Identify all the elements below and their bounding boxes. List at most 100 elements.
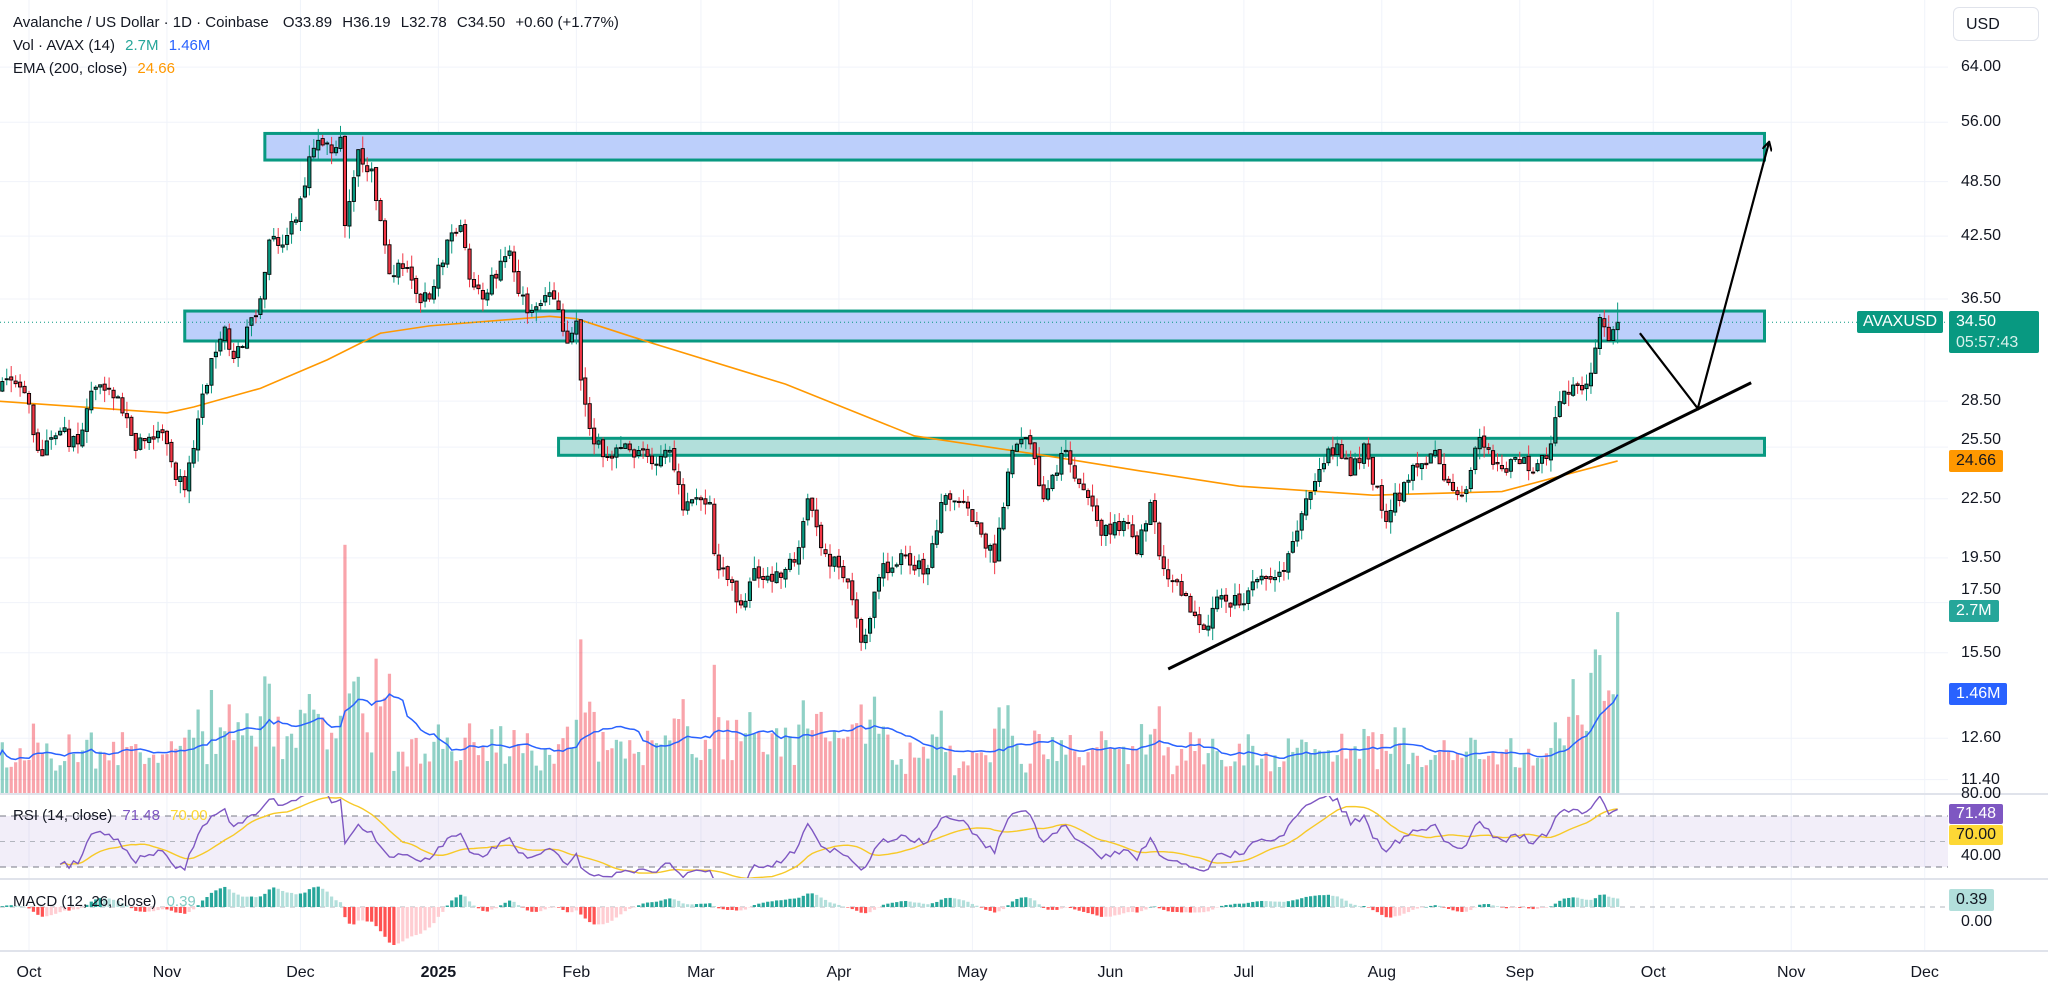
drawings-layer[interactable] <box>1167 143 1769 671</box>
volume-bar <box>1549 747 1553 793</box>
volume-bar <box>303 713 307 793</box>
volume-bar <box>383 697 387 793</box>
volume-bar <box>739 741 743 793</box>
volume-bar <box>1264 752 1268 793</box>
macd-label[interactable]: MACD (12, 26, close) <box>13 893 157 910</box>
macd-histogram-bar <box>289 892 294 907</box>
macd-histogram-bar <box>1277 901 1282 907</box>
volume-bar <box>1202 764 1206 793</box>
volume-bar <box>294 747 298 793</box>
volume-bar <box>766 754 770 793</box>
rsi-label[interactable]: RSI (14, close) <box>13 807 113 824</box>
macd-histogram-bar <box>98 898 102 907</box>
macd-histogram-bar <box>36 907 40 915</box>
macd-histogram-bar <box>1068 907 1072 909</box>
volume-bar <box>14 762 18 793</box>
volume-bar <box>904 773 908 793</box>
macd-histogram-bar <box>1535 907 1540 909</box>
volume-bar <box>605 750 610 793</box>
macd-histogram-bar <box>525 907 529 911</box>
macd-histogram-bar <box>539 907 543 912</box>
candle-body <box>289 221 294 235</box>
currency-button[interactable]: USD <box>1953 7 2039 41</box>
candle-body <box>1379 485 1384 511</box>
candle-body <box>770 573 775 582</box>
volume-bar <box>1482 759 1486 793</box>
time-axis-label: Dec <box>1910 964 1939 981</box>
macd-histogram-bar <box>441 907 445 912</box>
macd-histogram-bar <box>472 905 476 907</box>
macd-histogram-bar <box>681 903 685 907</box>
candle-body <box>1490 450 1496 465</box>
candle-body <box>267 239 272 275</box>
candle-body <box>436 264 441 289</box>
pane-separators[interactable] <box>0 793 2048 952</box>
candle-body <box>316 139 321 151</box>
zones-layer[interactable] <box>183 131 1767 457</box>
candle-body <box>725 566 730 581</box>
candle-body <box>827 553 833 567</box>
candle-body <box>1175 579 1180 583</box>
macd-histogram-bar <box>548 907 552 908</box>
macd-histogram-bar <box>1482 904 1486 907</box>
volume-ma-line <box>0 693 1619 761</box>
time-axis-label: Dec <box>286 964 315 981</box>
candle-body <box>1010 449 1015 475</box>
macd-histogram-bar <box>1317 895 1322 907</box>
volume-bar <box>752 734 756 793</box>
macd-histogram-bar <box>1433 905 1437 907</box>
volume-bar <box>134 744 138 793</box>
symbol-title[interactable]: Avalanche / US Dollar · 1D · Coinbase <box>13 14 269 31</box>
rsi-ma-badge: 70.00 <box>1949 825 2004 845</box>
volume-bar <box>1215 751 1219 793</box>
macd-histogram-bar <box>312 887 316 907</box>
candle-body <box>471 279 477 288</box>
ema-label[interactable]: EMA (200, close) <box>13 60 128 77</box>
volume-bar <box>241 735 245 793</box>
macd-histogram-bar <box>1344 900 1348 907</box>
volume-bar <box>387 673 392 793</box>
macd-histogram-bar <box>223 886 227 907</box>
volume-bar <box>601 731 605 793</box>
macd-histogram-bar <box>641 903 645 907</box>
volume-bar <box>58 765 62 793</box>
macd-histogram-bar <box>1495 906 1500 907</box>
volume-bar <box>734 719 739 793</box>
macd-histogram-bar <box>267 889 271 907</box>
volume-bar <box>592 711 596 793</box>
candle-body <box>543 295 548 303</box>
macd-histogram-bar <box>877 907 881 908</box>
macd-histogram-bar <box>192 907 196 910</box>
candle-body <box>1437 449 1442 465</box>
volume-label[interactable]: Vol · AVAX (14) <box>13 37 115 54</box>
macd-histogram-bar <box>597 907 601 925</box>
volume-bar <box>1567 716 1571 793</box>
volume-bar <box>120 732 125 793</box>
volume-bar <box>930 734 934 793</box>
macd-histogram-bar <box>1349 903 1353 907</box>
volume-bar <box>116 765 120 793</box>
volume-bar <box>864 743 868 793</box>
volume-bar <box>423 753 427 793</box>
macd-histogram-bar <box>659 900 663 907</box>
volume-bar <box>574 719 578 793</box>
macd-histogram-bar <box>779 900 783 907</box>
volume-bar <box>1366 736 1371 793</box>
candle-body <box>592 427 597 445</box>
macd-histogram-bar <box>245 896 249 907</box>
volume-bar <box>218 727 222 793</box>
candle-body <box>40 449 45 457</box>
macd-histogram-bar <box>361 907 365 921</box>
candle-body <box>1428 453 1433 464</box>
candle-body <box>783 568 788 580</box>
volume-bar <box>975 753 979 793</box>
volume-bar <box>490 729 494 793</box>
candle-body <box>569 332 574 343</box>
macd-histogram-bar <box>160 907 165 910</box>
volume-bar <box>441 748 445 793</box>
macd-histogram-bar <box>1402 907 1406 914</box>
volume-bar <box>588 701 592 793</box>
candle-body <box>1028 435 1033 445</box>
macd-histogram-bar <box>169 907 173 911</box>
